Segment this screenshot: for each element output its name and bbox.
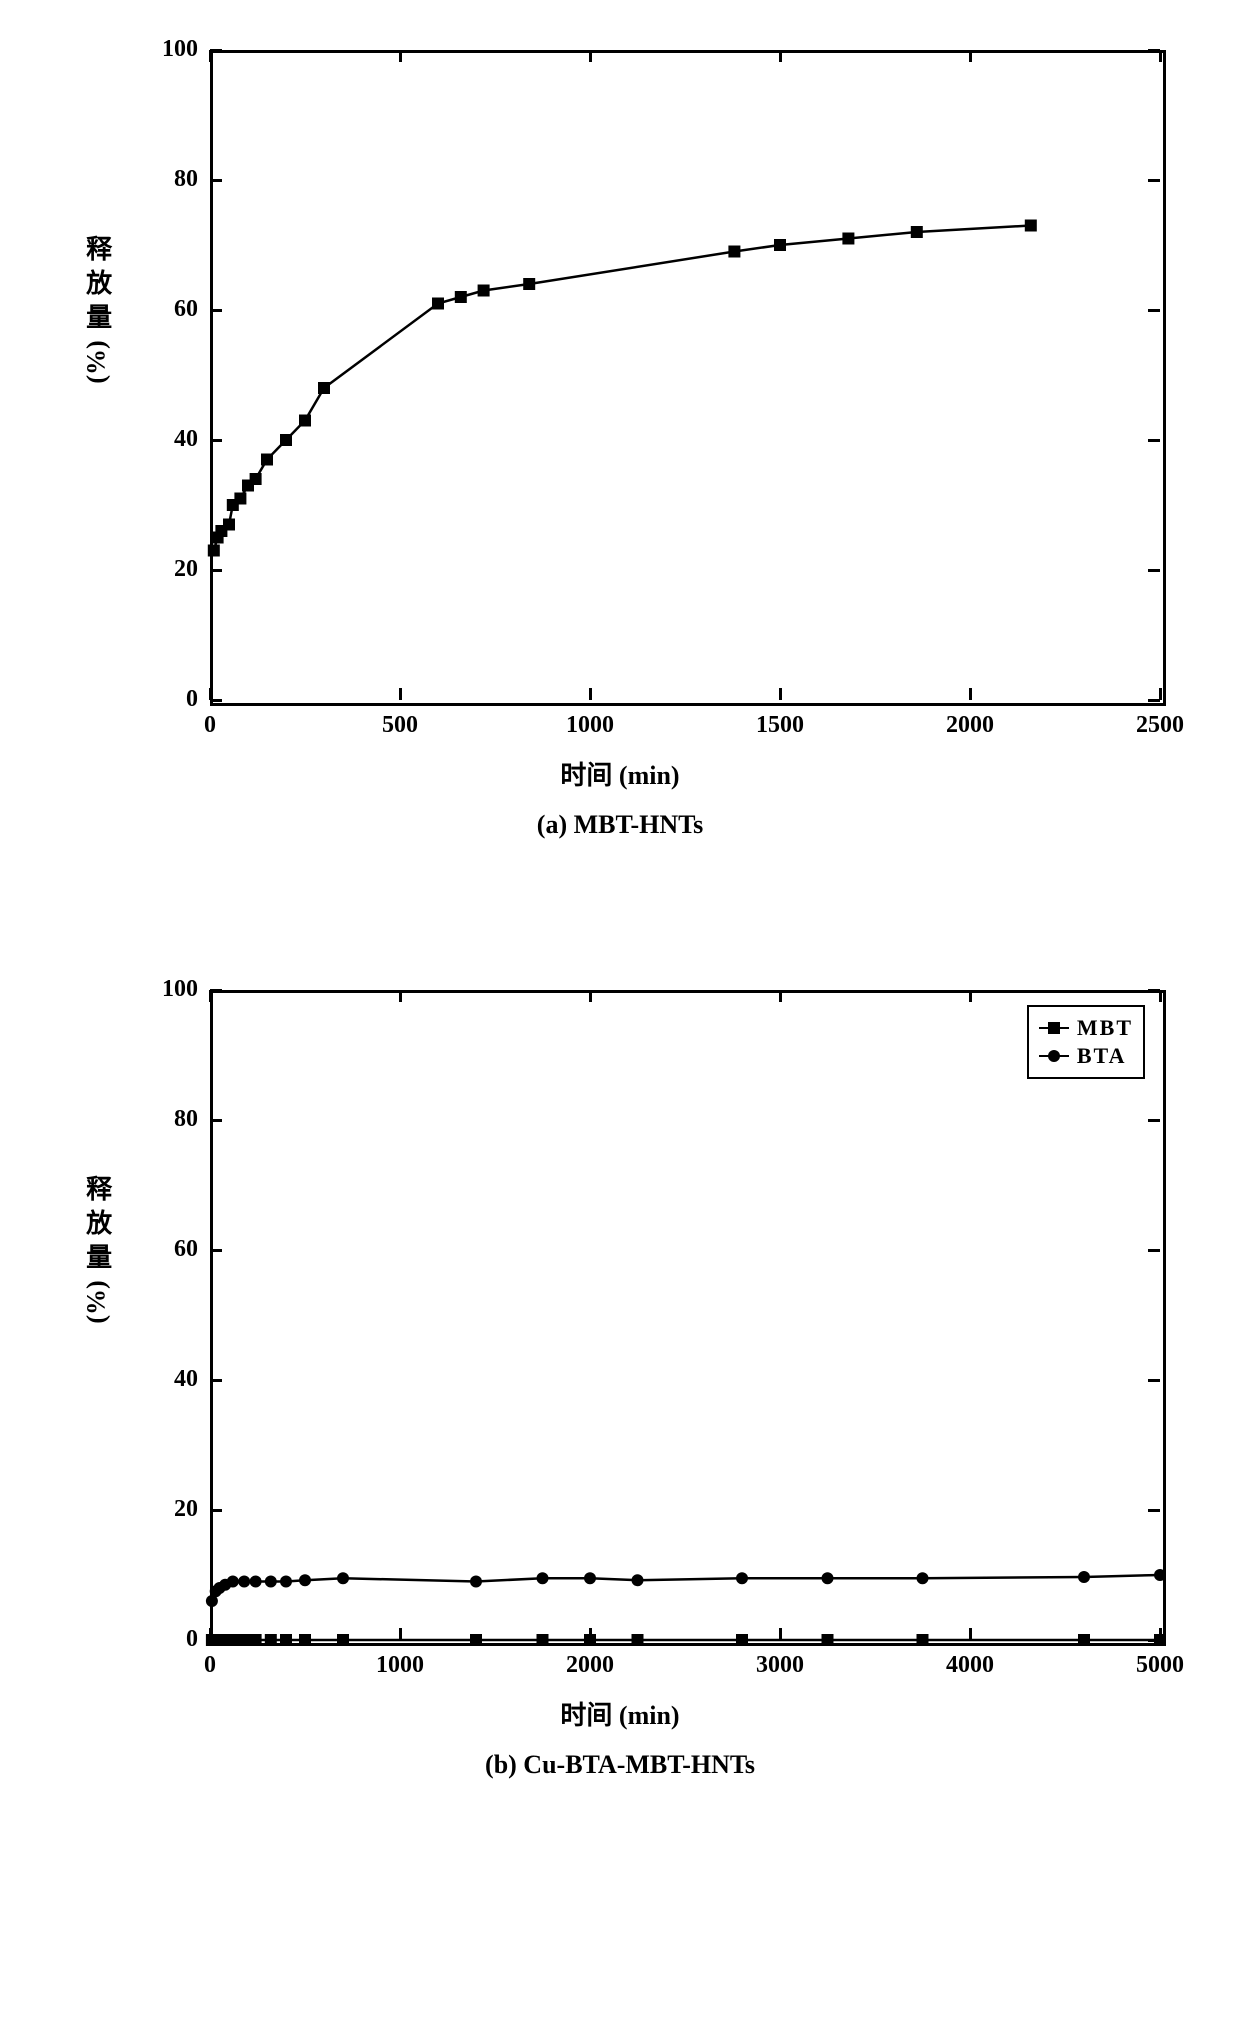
circle-marker-icon [1048,1050,1060,1062]
chart-caption: (b) Cu-BTA-MBT-HNTs [20,1750,1220,1780]
legend: MBTBTA [1027,1005,1145,1079]
legend-item: BTA [1039,1043,1133,1069]
y-axis-label: 释放量(%) [75,1175,118,1317]
chart-a-container: 02040608010005001000150020002500释放量(%)时间… [20,20,1220,900]
x-axis-label: 时间 (min) [20,1695,1220,1732]
square-marker-icon [1048,1022,1060,1034]
legend-label: BTA [1077,1043,1127,1069]
legend-label: MBT [1077,1015,1133,1041]
y-axis-label: 释放量(%) [75,235,118,377]
x-axis-label: 时间 (min) [20,755,1220,792]
legend-item: MBT [1039,1015,1133,1041]
chart-b-container: 020406080100010002000300040005000释放量(%)时… [20,960,1220,1840]
chart-caption: (a) MBT-HNTs [20,810,1220,840]
